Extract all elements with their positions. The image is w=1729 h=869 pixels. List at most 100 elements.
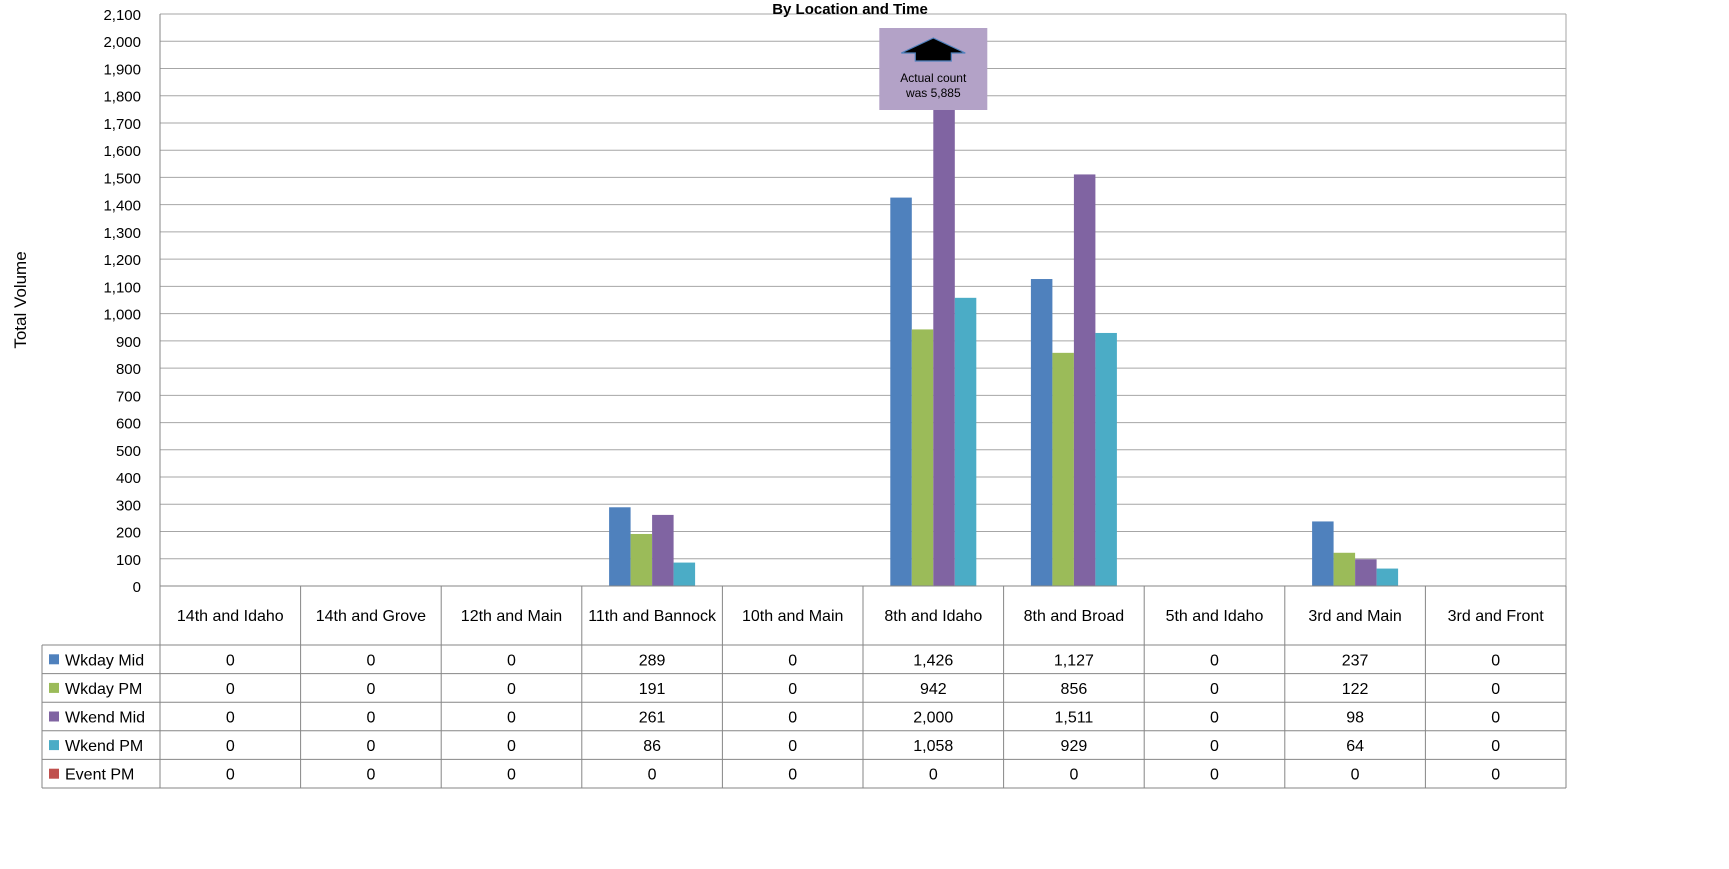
y-tick-label: 1,700 [103, 116, 141, 133]
y-axis-ticks: 0 100 200 300 400 500 600 700 800 900 1,000 1,100 1,… [103, 7, 141, 596]
legend-swatch [49, 654, 59, 665]
y-tick-label: 1,100 [103, 279, 141, 296]
table-value: 122 [1342, 681, 1369, 698]
table-value: 0 [1210, 681, 1219, 698]
table-value: 0 [929, 767, 938, 784]
callout-text: was 5,885 [905, 86, 961, 100]
data-table: 14th and Idaho 14th and Grove 12th and Mai… [41, 586, 1567, 789]
category-label: 8th and Broad [1024, 608, 1125, 625]
y-tick-label: 1,000 [103, 307, 141, 324]
table-value: 1,058 [913, 738, 953, 755]
table-value: 1,426 [913, 652, 953, 669]
bar [652, 514, 674, 586]
legend-swatch [49, 682, 59, 693]
table-value: 0 [1491, 767, 1500, 784]
category-label: 12th and Main [461, 608, 562, 625]
y-tick-label: 2,000 [103, 34, 141, 51]
category-label: 11th and Bannock [588, 608, 717, 625]
category-label: 3rd and Main [1308, 608, 1401, 625]
category-label: 5th and Idaho [1166, 608, 1264, 625]
y-tick-label: 200 [116, 525, 141, 542]
category-label: 8th and Idaho [884, 608, 982, 625]
table-value: 0 [1351, 767, 1360, 784]
y-tick-label: 300 [116, 497, 141, 514]
table-value: 64 [1346, 738, 1364, 755]
y-tick-label: 1,600 [103, 143, 141, 160]
category-label: 10th and Main [742, 608, 843, 625]
bar [1052, 352, 1074, 586]
legend-label: Event PM [65, 767, 134, 784]
legend-swatch [49, 711, 59, 722]
y-tick-label: 900 [116, 334, 141, 351]
table-value: 0 [507, 710, 516, 727]
y-tick-label: 1,300 [103, 225, 141, 242]
table-value: 237 [1342, 652, 1369, 669]
y-axis-label: Total Volume [11, 251, 30, 348]
category-label: 14th and Idaho [177, 608, 284, 625]
bar [1030, 279, 1053, 586]
y-tick-label: 1,500 [103, 170, 141, 187]
table-value: 0 [1069, 767, 1078, 784]
table-value: 0 [788, 681, 797, 698]
bar [630, 533, 653, 586]
table-value: 0 [1210, 710, 1219, 727]
y-tick-label: 600 [116, 416, 141, 433]
table-value: 0 [507, 738, 516, 755]
bar [911, 329, 934, 586]
bar [673, 562, 696, 586]
table-value: 0 [507, 681, 516, 698]
table-value: 2,000 [913, 710, 953, 727]
table-value: 0 [788, 710, 797, 727]
plot-frame [159, 14, 1567, 587]
table-value: 0 [1491, 652, 1500, 669]
bar [954, 297, 977, 586]
y-tick-label: 2,100 [103, 7, 141, 24]
table-value: 0 [226, 652, 235, 669]
table-value: 261 [639, 710, 666, 727]
chart-title: By Location and Time [772, 1, 928, 18]
legend-label: Wkday Mid [65, 652, 144, 669]
legend-swatch [49, 768, 59, 779]
legend-label: Wkend Mid [65, 710, 145, 727]
callout-text: Actual count [900, 71, 967, 85]
table-value: 0 [507, 652, 516, 669]
table-value: 1,511 [1054, 710, 1093, 727]
table-value: 289 [639, 652, 666, 669]
table-value: 0 [1210, 738, 1219, 755]
table-value: 0 [1491, 738, 1500, 755]
category-label: 3rd and Front [1448, 608, 1545, 625]
bar [890, 197, 912, 586]
table-value: 0 [366, 738, 375, 755]
y-tick-label: 1,200 [103, 252, 141, 269]
table-value: 0 [788, 738, 797, 755]
category-label: 14th and Grove [316, 608, 426, 625]
y-tick-label: 0 [133, 579, 141, 596]
bar [1095, 332, 1117, 586]
table-value: 929 [1061, 738, 1088, 755]
table-value: 0 [226, 710, 235, 727]
table-value: 0 [1491, 710, 1500, 727]
table-value: 0 [507, 767, 516, 784]
legend-label: Wkend PM [65, 738, 143, 755]
y-tick-label: 400 [116, 470, 141, 487]
bar [933, 41, 955, 586]
y-tick-label: 1,800 [103, 89, 141, 106]
table-value: 98 [1346, 710, 1364, 727]
bar [1355, 559, 1377, 586]
bar [609, 507, 631, 586]
table-value: 0 [226, 681, 235, 698]
table-value: 0 [788, 652, 797, 669]
table-value: 0 [226, 767, 235, 784]
gridlines [160, 13, 1566, 587]
y-tick-label: 1,400 [103, 198, 141, 215]
table-value: 86 [643, 738, 661, 755]
bar [1312, 521, 1334, 586]
table-value: 0 [366, 710, 375, 727]
table-value: 0 [1491, 681, 1500, 698]
y-tick-label: 700 [116, 388, 141, 405]
table-value: 856 [1061, 681, 1088, 698]
y-tick-label: 800 [116, 361, 141, 378]
legend-label: Wkday PM [65, 681, 142, 698]
y-tick-label: 100 [116, 552, 141, 569]
